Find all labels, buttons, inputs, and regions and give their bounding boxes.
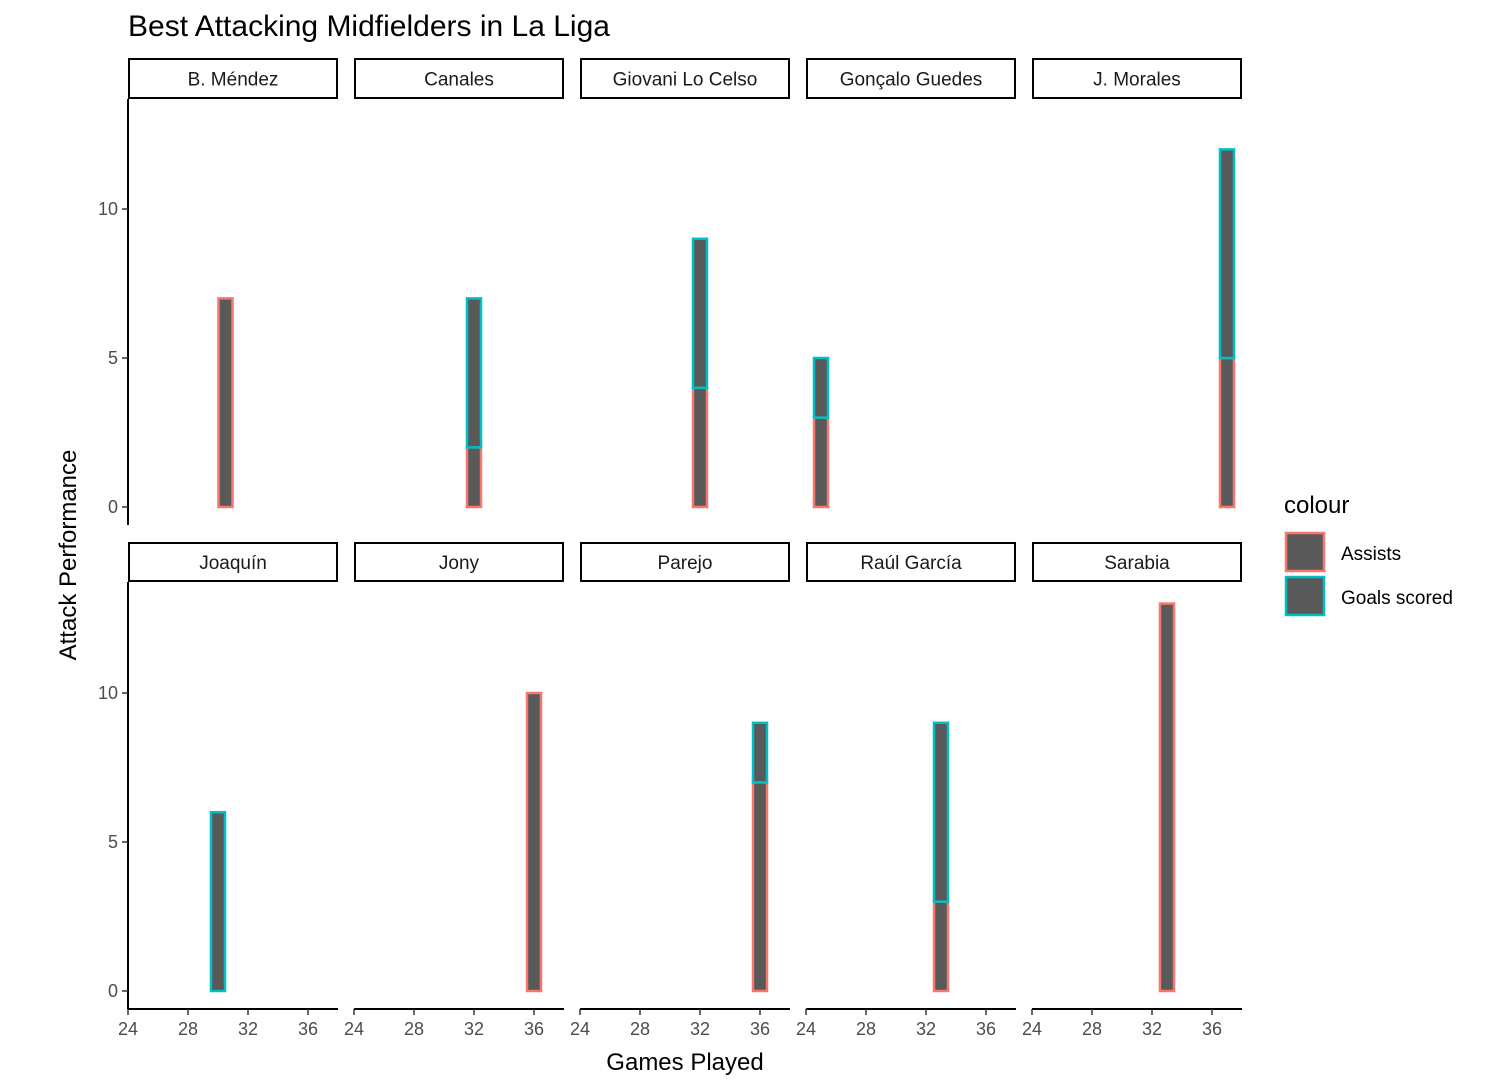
facet-strip xyxy=(1032,58,1242,99)
y-tick-label: 5 xyxy=(108,348,118,368)
bar-goals xyxy=(209,810,227,993)
y-tick-label: 0 xyxy=(108,981,118,1001)
facet-strip-label: Parejo xyxy=(658,553,713,574)
x-tick-label: 36 xyxy=(750,1019,770,1039)
facet-giovani-lo-celso: Giovani Lo Celso xyxy=(580,58,790,509)
x-tick-label: 24 xyxy=(118,1019,138,1039)
bar-goals xyxy=(812,356,830,419)
x-tick-label: 24 xyxy=(796,1019,816,1039)
y-tick-label: 5 xyxy=(108,832,118,852)
y-tick-label: 0 xyxy=(108,497,118,517)
facet-canales: Canales xyxy=(354,58,564,509)
bar-goals xyxy=(751,721,769,784)
bar-goals xyxy=(691,237,709,390)
x-tick-label: 24 xyxy=(344,1019,364,1039)
facet-strip-label: Sarabia xyxy=(1104,553,1170,574)
facet-jony: Jony 24 28 32 36 xyxy=(344,542,564,1039)
x-tick-label: 24 xyxy=(570,1019,590,1039)
facet-grid: B. Méndez 0 5 10 Canales Giovani Lo Celso Gonç… xyxy=(98,58,1242,1039)
facet-strip xyxy=(806,58,1016,99)
bar-assists xyxy=(1218,356,1236,509)
facet-joaquin: Joaquín 0 5 10 24 28 32 36 xyxy=(98,542,338,1039)
facet-strip xyxy=(128,58,338,99)
x-tick-label: 28 xyxy=(1082,1019,1102,1039)
x-tick-label: 28 xyxy=(856,1019,876,1039)
legend: colour Assists Goals scored xyxy=(1284,492,1453,617)
legend-key-goals xyxy=(1284,575,1326,617)
x-tick-label: 36 xyxy=(1202,1019,1222,1039)
bar-assists xyxy=(812,416,830,509)
facet-parejo: Parejo 24 28 32 36 xyxy=(570,542,790,1039)
facet-strip xyxy=(580,58,790,99)
x-tick-label: 36 xyxy=(976,1019,996,1039)
x-tick-label: 36 xyxy=(524,1019,544,1039)
facet-sarabia: Sarabia 24 28 32 36 xyxy=(1022,542,1242,1039)
facet-strip xyxy=(1032,542,1242,582)
facet-j-morales: J. Morales xyxy=(1032,58,1242,509)
x-tick-label: 32 xyxy=(690,1019,710,1039)
facet-raul-garcia: Raúl García 24 28 32 36 xyxy=(796,542,1016,1039)
bar-goals xyxy=(932,721,950,903)
legend-key-assists xyxy=(1284,531,1326,573)
x-tick-label: 32 xyxy=(1142,1019,1162,1039)
y-tick-label: 10 xyxy=(98,683,118,703)
bar-assists xyxy=(465,446,483,509)
facet-strip xyxy=(128,542,338,582)
x-tick-label: 36 xyxy=(298,1019,318,1039)
facet-strip xyxy=(354,58,564,99)
x-axis-title: Games Played xyxy=(606,1049,763,1076)
facet-strip-label: J. Morales xyxy=(1093,70,1181,91)
facet-strip-label: Giovani Lo Celso xyxy=(613,70,758,91)
facet-strip xyxy=(580,542,790,582)
facet-goncalo-guedes: Gonçalo Guedes xyxy=(806,58,1016,509)
x-tick-label: 32 xyxy=(464,1019,484,1039)
x-tick-label: 28 xyxy=(630,1019,650,1039)
facet-strip-label: Gonçalo Guedes xyxy=(840,70,983,91)
bar-goals xyxy=(465,297,483,449)
bar-assists xyxy=(691,386,709,509)
legend-label-assists: Assists xyxy=(1341,544,1401,565)
x-tick-label: 32 xyxy=(238,1019,258,1039)
bar-assists xyxy=(932,900,950,993)
bar-assists xyxy=(751,781,769,993)
bar-assists xyxy=(1158,602,1176,993)
facet-strip-label: B. Méndez xyxy=(188,70,279,91)
chart-title: Best Attacking Midfielders in La Liga xyxy=(128,10,610,43)
x-tick-label: 28 xyxy=(404,1019,424,1039)
facet-strip xyxy=(354,542,564,582)
x-tick-label: 24 xyxy=(1022,1019,1042,1039)
legend-label-goals: Goals scored xyxy=(1341,588,1453,609)
facet-strip-label: Canales xyxy=(424,70,494,91)
facet-strip-label: Joaquín xyxy=(199,553,267,574)
bar-assists xyxy=(217,297,234,509)
x-tick-label: 28 xyxy=(178,1019,198,1039)
x-tick-label: 32 xyxy=(916,1019,936,1039)
bar-goals xyxy=(1218,148,1236,360)
legend-title: colour xyxy=(1284,492,1349,519)
y-axis-title: Attack Performance xyxy=(55,450,82,661)
facet-b-mendez: B. Méndez 0 5 10 xyxy=(98,58,338,525)
y-tick-label: 10 xyxy=(98,199,118,219)
facet-strip-label: Jony xyxy=(439,553,480,574)
facet-strip xyxy=(806,542,1016,582)
bar-assists xyxy=(525,691,543,993)
facet-strip-label: Raúl García xyxy=(860,553,962,574)
